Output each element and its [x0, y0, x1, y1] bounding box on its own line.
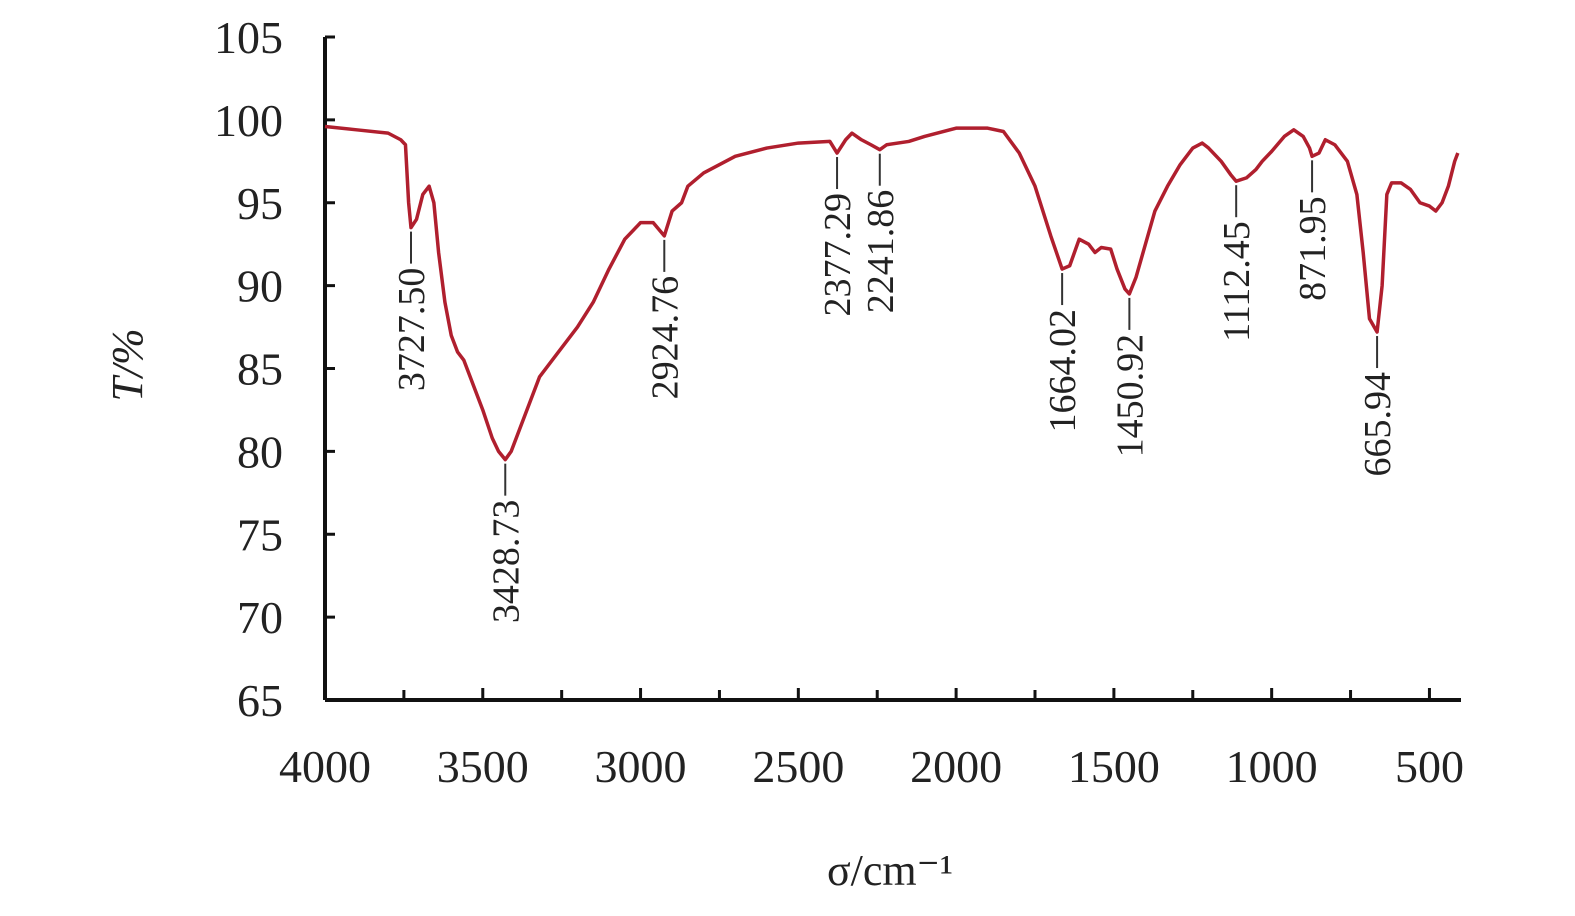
x-tick-label: 2500	[752, 741, 844, 792]
peak-label: 1664.02	[1042, 309, 1084, 433]
y-axis-label: T/%	[103, 328, 152, 401]
y-tick-label: 65	[237, 675, 283, 726]
peak-label: 1112.45	[1216, 221, 1258, 342]
peak-label: 3428.73	[485, 500, 527, 623]
y-tick-label: 105	[214, 12, 283, 63]
peak-label: 665.94	[1357, 372, 1399, 477]
peak-label: 2241.86	[860, 190, 902, 314]
x-tick-label: 1500	[1068, 741, 1160, 792]
peak-label: 2377.29	[817, 193, 859, 317]
peak-label: 1450.92	[1109, 334, 1151, 458]
peak-label: 2924.76	[644, 276, 686, 400]
spectrum-line	[324, 124, 1460, 462]
peak-label: 3727.50	[391, 268, 433, 392]
y-tick-label: 85	[237, 344, 283, 395]
x-tick-label: 1000	[1226, 741, 1318, 792]
y-tick-label: 90	[237, 261, 283, 312]
x-axis-label: σ/cm⁻¹	[827, 846, 953, 895]
y-tick-label: 95	[237, 178, 283, 229]
peak-label: 871.95	[1292, 196, 1334, 301]
y-tick-label: 80	[237, 426, 283, 477]
x-tick-label: 2000	[910, 741, 1002, 792]
x-tick-label: 500	[1395, 741, 1464, 792]
y-tick-label: 100	[214, 95, 283, 146]
x-tick-label: 3500	[437, 741, 529, 792]
y-tick-label: 70	[237, 592, 283, 643]
x-tick-label: 4000	[279, 741, 371, 792]
x-tick-label: 3000	[595, 741, 687, 792]
y-tick-label: 75	[237, 509, 283, 560]
